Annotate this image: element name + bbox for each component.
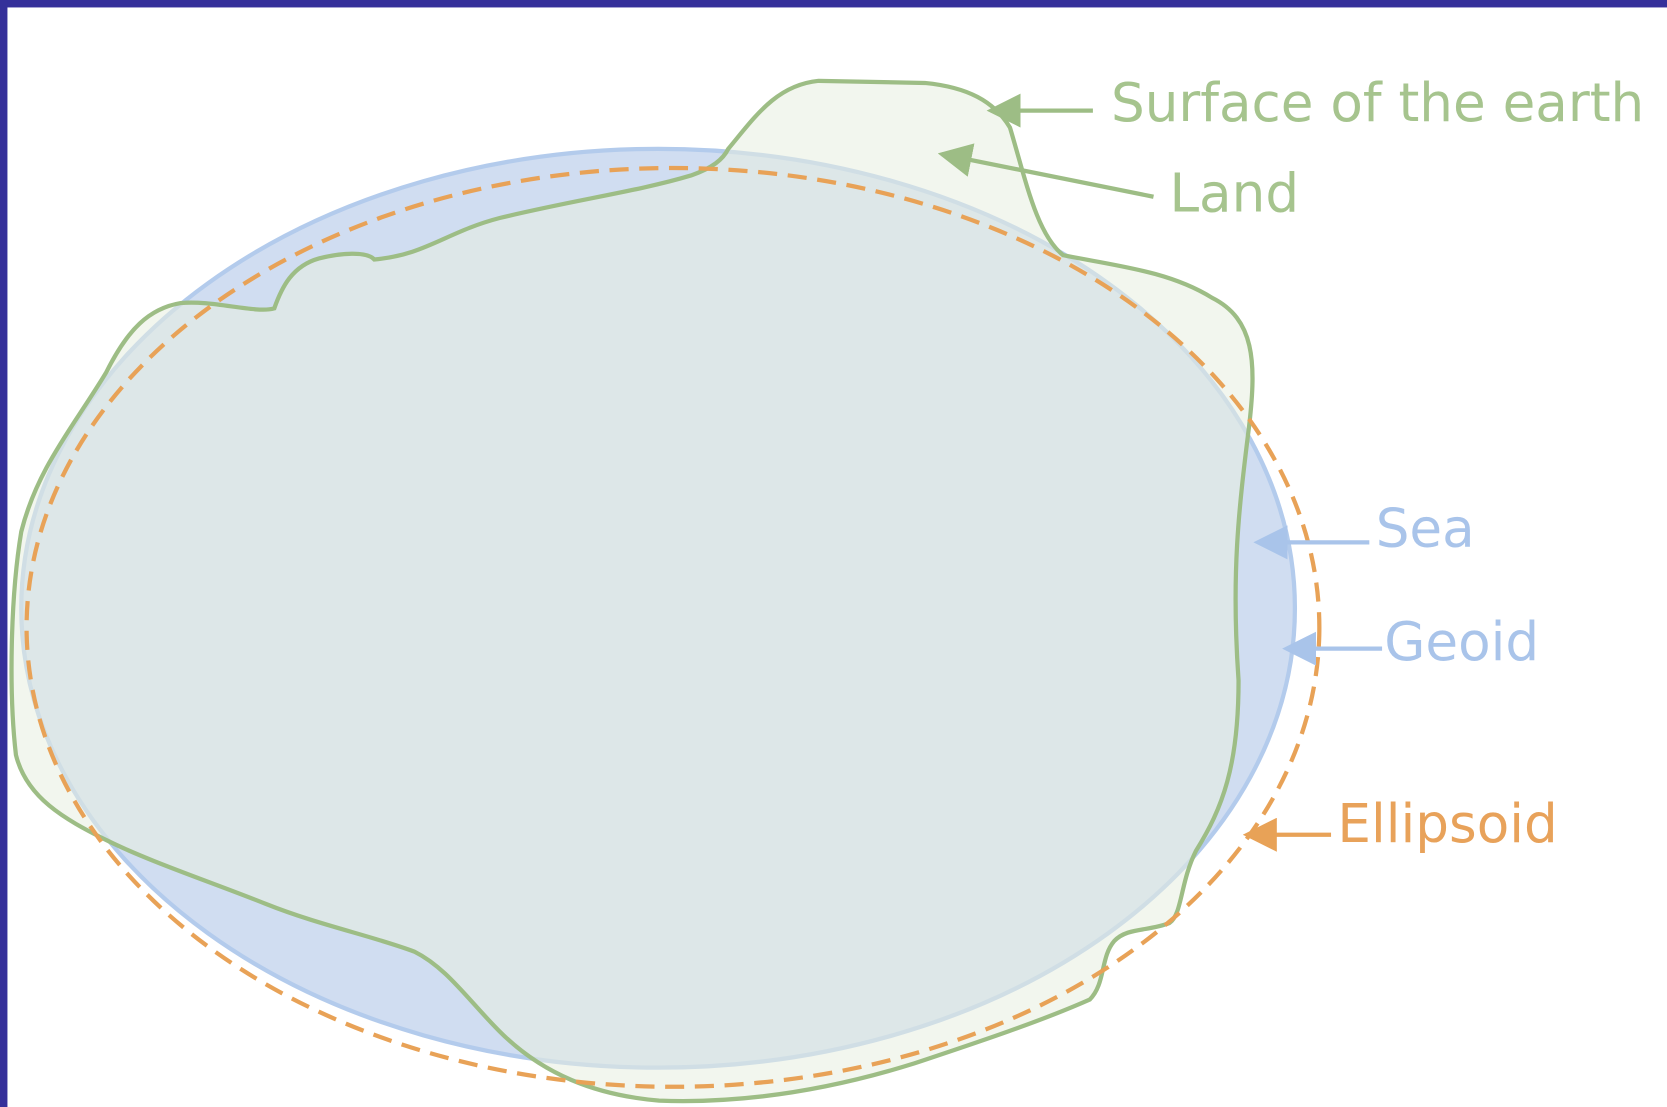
frame-top <box>0 0 1667 7</box>
page: Surface of the earth Land Sea Geoid Elli… <box>0 0 1667 1107</box>
frame-left <box>0 0 7 1107</box>
land-label: Land <box>1169 162 1299 224</box>
surface-label: Surface of the earth <box>1111 72 1644 134</box>
geoid-label: Geoid <box>1384 611 1539 673</box>
sea-label: Sea <box>1376 497 1475 559</box>
ellipsoid-label: Ellipsoid <box>1337 793 1557 855</box>
diagram: Surface of the earth Land Sea Geoid Elli… <box>0 0 1667 1107</box>
